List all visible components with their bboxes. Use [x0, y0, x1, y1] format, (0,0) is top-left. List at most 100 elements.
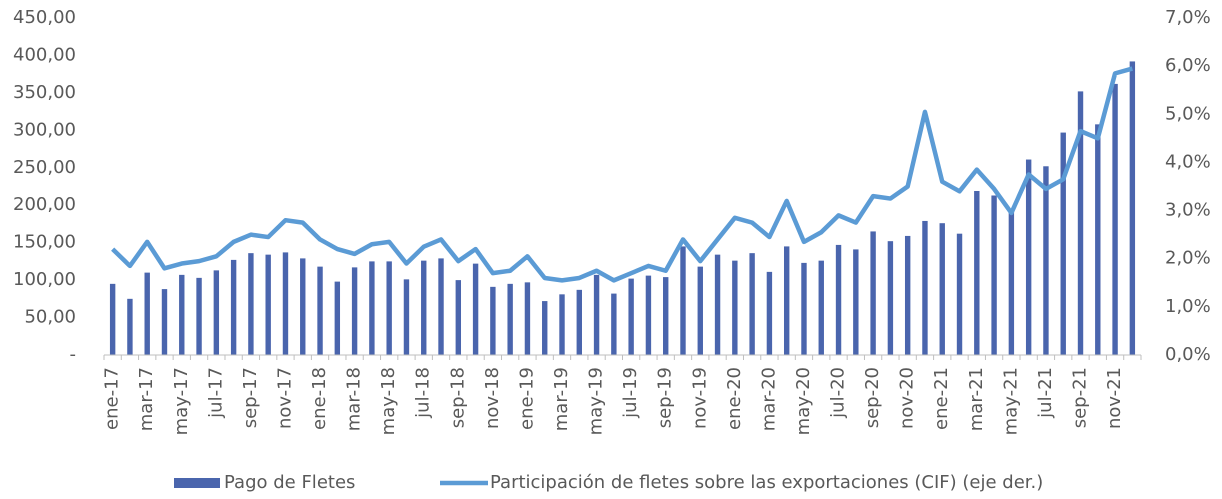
x-tick-label: may-18	[378, 367, 399, 435]
x-tick-label: may-21	[1000, 367, 1021, 435]
bar	[887, 241, 894, 355]
bar	[645, 275, 652, 355]
x-tick-label: sep-18	[447, 367, 468, 428]
y2-tick-label: 5,0%	[1165, 103, 1211, 124]
x-tick-label: mar-17	[136, 367, 157, 431]
y2-tick-label: 2,0%	[1165, 248, 1211, 269]
bar	[386, 261, 392, 355]
bar	[1112, 83, 1118, 355]
bar	[1095, 124, 1101, 355]
x-tick-label: jul-18	[413, 367, 434, 419]
bar	[783, 246, 790, 355]
x-tick-label: ene-21	[931, 367, 952, 430]
bar	[127, 298, 133, 355]
bar	[403, 279, 410, 355]
bar	[680, 246, 686, 355]
y-tick-label: 300,00	[13, 119, 76, 140]
y2-tick-label: 3,0%	[1165, 200, 1211, 221]
y-tick-label: 150,00	[13, 232, 76, 253]
line-series	[111, 66, 1133, 283]
bar	[611, 293, 617, 355]
y2-tick-label: 0,0%	[1165, 344, 1211, 365]
x-tick-label: mar-20	[758, 367, 779, 431]
x-tick-label: jul-21	[1035, 367, 1056, 419]
y2-tick-label: 6,0%	[1165, 55, 1211, 76]
y-tick-label: -	[70, 344, 77, 365]
y-tick-label: 50,00	[24, 307, 76, 328]
x-tick-label: sep-19	[655, 367, 676, 428]
bar	[974, 190, 980, 355]
bar	[714, 254, 721, 355]
y2-tick-label: 7,0%	[1165, 7, 1211, 28]
bar	[265, 254, 271, 355]
bar	[507, 283, 513, 355]
bar	[472, 263, 479, 355]
bar	[1060, 132, 1066, 355]
bar	[576, 289, 582, 355]
x-tick-label: nov-19	[689, 367, 710, 429]
bar	[818, 260, 824, 355]
x-tick-label: may-17	[171, 367, 192, 435]
bar	[369, 261, 375, 355]
x-tick-label: may-20	[793, 367, 814, 435]
bar	[421, 260, 427, 355]
x-tick-label: ene-20	[724, 367, 745, 430]
bar	[490, 286, 496, 355]
x-tick-label: sep-17	[240, 367, 261, 428]
x-tick-label: may-19	[586, 367, 607, 435]
bar	[749, 253, 755, 355]
bar	[922, 220, 928, 355]
y-tick-label: 450,00	[13, 7, 76, 28]
bar	[542, 301, 548, 355]
bar	[351, 267, 358, 355]
bar	[524, 282, 531, 355]
bar	[1008, 208, 1015, 355]
x-tick-label: nov-20	[897, 367, 918, 429]
bar	[766, 271, 773, 355]
x-tick-label: mar-19	[551, 367, 572, 431]
bar	[663, 277, 669, 355]
bar	[161, 289, 168, 355]
bar	[282, 252, 289, 355]
bar	[248, 253, 254, 355]
bar	[109, 283, 116, 355]
bar	[1043, 166, 1049, 355]
bar	[1077, 91, 1084, 355]
y-tick-label: 200,00	[13, 194, 76, 215]
y-tick-label: 100,00	[13, 269, 76, 290]
x-tick-label: nov-17	[274, 367, 295, 429]
bar	[196, 277, 202, 355]
x-tick-label: sep-20	[862, 367, 883, 428]
bar	[870, 231, 876, 355]
x-tick-label: nov-21	[1104, 367, 1125, 429]
bar	[230, 259, 237, 355]
bar	[835, 244, 842, 355]
bar	[991, 195, 997, 355]
bar	[628, 278, 634, 355]
bar	[697, 266, 703, 355]
bar	[956, 233, 963, 355]
legend-swatch	[174, 478, 220, 488]
y2-tick-label: 4,0%	[1165, 151, 1211, 172]
y-tick-label: 400,00	[13, 44, 76, 65]
bar	[300, 258, 306, 355]
x-tick-label: jul-17	[205, 367, 226, 419]
y-tick-label: 250,00	[13, 157, 76, 178]
bar	[213, 270, 220, 355]
bar	[593, 274, 600, 355]
bar	[939, 223, 945, 355]
bar	[179, 274, 185, 355]
bar	[438, 258, 444, 355]
x-tick-label: nov-18	[482, 367, 503, 429]
bar	[334, 281, 341, 355]
bar	[801, 262, 807, 355]
x-tick-label: ene-18	[309, 367, 330, 430]
x-tick-label: mar-18	[344, 367, 365, 431]
bar	[317, 266, 323, 355]
y2-tick-label: 1,0%	[1165, 296, 1211, 317]
bar	[455, 280, 462, 355]
x-tick-label: ene-19	[516, 367, 537, 430]
bar	[732, 260, 738, 355]
bar	[144, 272, 150, 355]
